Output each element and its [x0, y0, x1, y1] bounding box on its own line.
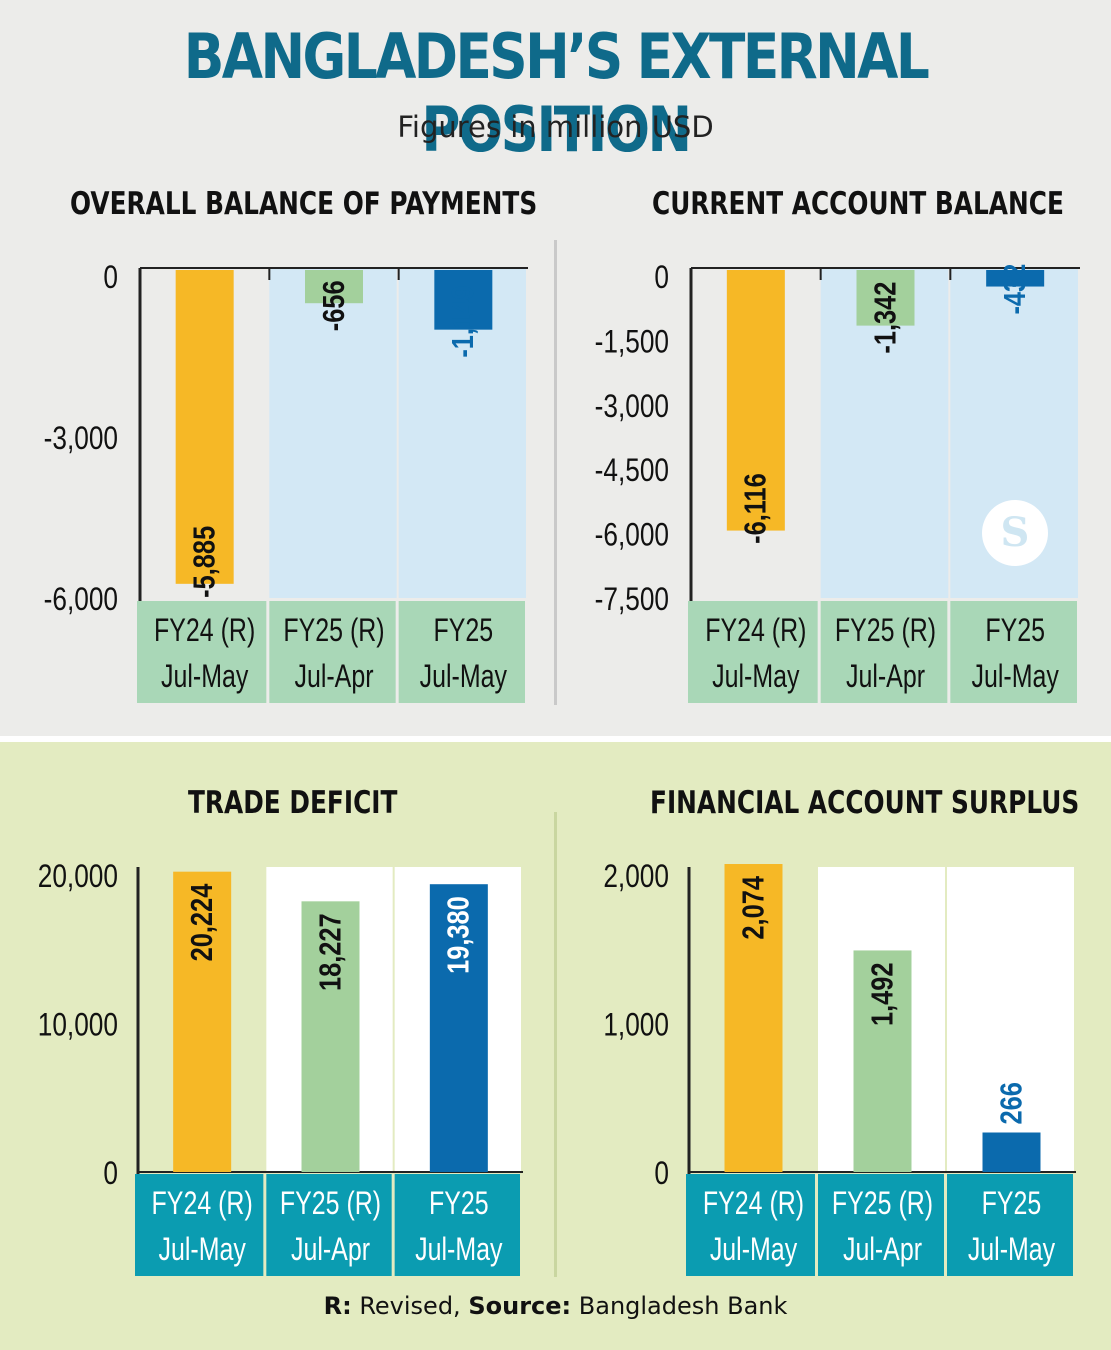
chart-fas-category-label-line1: FY25: [982, 1186, 1042, 1222]
chart-bop-column-bg-2: [269, 268, 397, 598]
chart-bop-category-label-line1: FY25 (R): [283, 613, 384, 649]
chart-fas-value-label-2: 1,492: [865, 962, 900, 1026]
chart-trade-y-tick-label: 20,000: [38, 860, 118, 895]
chart-fas-category-label-line2: Jul-May: [710, 1232, 798, 1268]
chart-divider-bottom: [554, 812, 557, 1277]
chart-bop-y-tick-label: -6,000: [44, 583, 118, 618]
chart-fas-value-label-3: 266: [994, 1082, 1029, 1124]
chart-cab-value-label-2: -1,342: [868, 282, 903, 354]
chart-trade-category-box-2: [266, 1174, 392, 1276]
chart-trade-category-label-line2: Jul-May: [158, 1232, 246, 1268]
revised-text: Revised,: [359, 1292, 461, 1320]
infographic-subtitle: Figures in million USD: [397, 110, 714, 144]
chart-bop-category-label-line2: Jul-May: [161, 659, 249, 695]
chart-fas-category-box-3: [947, 1174, 1073, 1276]
chart-fas-bar-2: [853, 950, 912, 1172]
chart-cab-bar-2: [856, 270, 915, 326]
chart-title-trade: TRADE DEFICIT: [188, 785, 398, 821]
chart-fas-category-label-line2: Jul-May: [968, 1232, 1056, 1268]
chart-cab-value-label-3: -432: [998, 264, 1033, 315]
chart-fas-category-label-line2: Jul-Apr: [843, 1232, 922, 1268]
chart-cab-value-label-1: -6,116: [738, 473, 773, 544]
chart-title-fas: FINANCIAL ACCOUNT SURPLUS: [650, 785, 1080, 821]
chart-cab-category-box-1: [688, 601, 818, 703]
chart-fas-category-label-line1: FY24 (R): [703, 1186, 804, 1222]
chart-bop-category-label-line1: FY25: [434, 613, 494, 649]
chart-trade-value-label-3: 19,380: [441, 896, 476, 974]
source-text: Bangladesh Bank: [578, 1292, 788, 1320]
chart-bop-category-box-2: [269, 601, 396, 703]
chart-cab-bar-3: [986, 270, 1045, 287]
chart-cab-y-tick-label: -4,500: [595, 454, 669, 489]
chart-trade-category-label-line2: Jul-May: [415, 1232, 503, 1268]
chart-cab-category-box-2: [820, 601, 948, 703]
chart-bop-bar-3: [434, 270, 493, 330]
chart-bop-y-tick-label: 0: [103, 261, 118, 296]
chart-cab-y-tick-label: -1,500: [595, 325, 669, 360]
chart-trade-bar-2: [301, 901, 360, 1172]
chart-cab-y-tick-label: -3,000: [595, 389, 669, 424]
revised-label: R:: [323, 1292, 352, 1320]
chart-cab-category-label-line2: Jul-May: [971, 659, 1059, 695]
chart-bop-y-tick-label: -3,000: [44, 422, 118, 457]
chart-fas-category-box-2: [818, 1174, 944, 1276]
chart-cab-category-label-line1: FY25: [985, 613, 1045, 649]
chart-cab-category-label-line1: FY24 (R): [705, 613, 806, 649]
chart-fas-category-box-1: [686, 1174, 815, 1276]
chart-bop-category-label-line2: Jul-May: [420, 659, 508, 695]
chart-bop-category-label-line2: Jul-Apr: [294, 659, 373, 695]
chart-trade-category-box-1: [135, 1174, 264, 1276]
chart-fas-value-label-1: 2,074: [736, 876, 771, 940]
chart-bop-value-label-3: -1,149: [446, 286, 481, 358]
chart-cab-category-box-3: [950, 601, 1077, 703]
chart-trade-bar-1: [173, 871, 232, 1172]
chart-fas-bar-3: [982, 1132, 1041, 1172]
chart-fas-bar-1: [724, 864, 783, 1172]
chart-trade-category-label-line2: Jul-Apr: [291, 1232, 370, 1268]
chart-bop-category-box-1: [137, 601, 267, 703]
chart-bop-bar-1: [175, 270, 234, 584]
panel-separator: [0, 736, 1111, 746]
chart-trade-value-label-2: 18,227: [313, 913, 348, 991]
chart-title-bop: OVERALL BALANCE OF PAYMENTS: [70, 186, 538, 222]
the-daily-star-logo-icon: S: [982, 500, 1048, 566]
chart-cab-y-tick-label: -7,500: [595, 583, 669, 618]
chart-trade-category-box-3: [394, 1174, 520, 1276]
chart-divider-top: [554, 240, 557, 705]
chart-trade-category-label-line1: FY24 (R): [152, 1186, 253, 1222]
source-label: Source:: [468, 1292, 572, 1320]
chart-fas-y-tick-label: 0: [654, 1157, 669, 1192]
chart-bop-category-box-3: [398, 601, 525, 703]
chart-trade-category-label-line1: FY25: [429, 1186, 489, 1222]
chart-cab-category-label-line1: FY25 (R): [835, 613, 936, 649]
chart-title-cab: CURRENT ACCOUNT BALANCE: [652, 186, 1064, 222]
source-note: R: Revised, Source: Bangladesh Bank: [0, 1292, 1111, 1320]
chart-trade-value-label-1: 20,224: [185, 883, 220, 961]
chart-bop-category-label-line1: FY24 (R): [154, 613, 255, 649]
chart-bop-value-label-1: -5,885: [187, 526, 222, 598]
chart-fas-column-bg-3: [947, 867, 1074, 1172]
chart-trade-category-label-line1: FY25 (R): [280, 1186, 381, 1222]
chart-bop-value-label-2: -656: [317, 280, 352, 331]
chart-fas-y-tick-label: 1,000: [603, 1008, 669, 1043]
chart-cab-y-tick-label: -6,000: [595, 518, 669, 553]
chart-cab-category-label-line2: Jul-Apr: [846, 659, 925, 695]
chart-fas-category-label-line1: FY25 (R): [832, 1186, 933, 1222]
chart-cab-bar-1: [726, 270, 785, 531]
chart-trade-y-tick-label: 0: [103, 1157, 118, 1192]
chart-fas-y-tick-label: 2,000: [603, 860, 669, 895]
chart-bop-bar-2: [305, 270, 363, 304]
chart-trade-bar-3: [429, 884, 488, 1172]
infographic-title: BANGLADESH’S EXTERNAL POSITION: [183, 20, 930, 166]
chart-cab-category-label-line2: Jul-May: [712, 659, 800, 695]
chart-trade-y-tick-label: 10,000: [38, 1008, 118, 1043]
chart-cab-y-tick-label: 0: [654, 261, 669, 296]
